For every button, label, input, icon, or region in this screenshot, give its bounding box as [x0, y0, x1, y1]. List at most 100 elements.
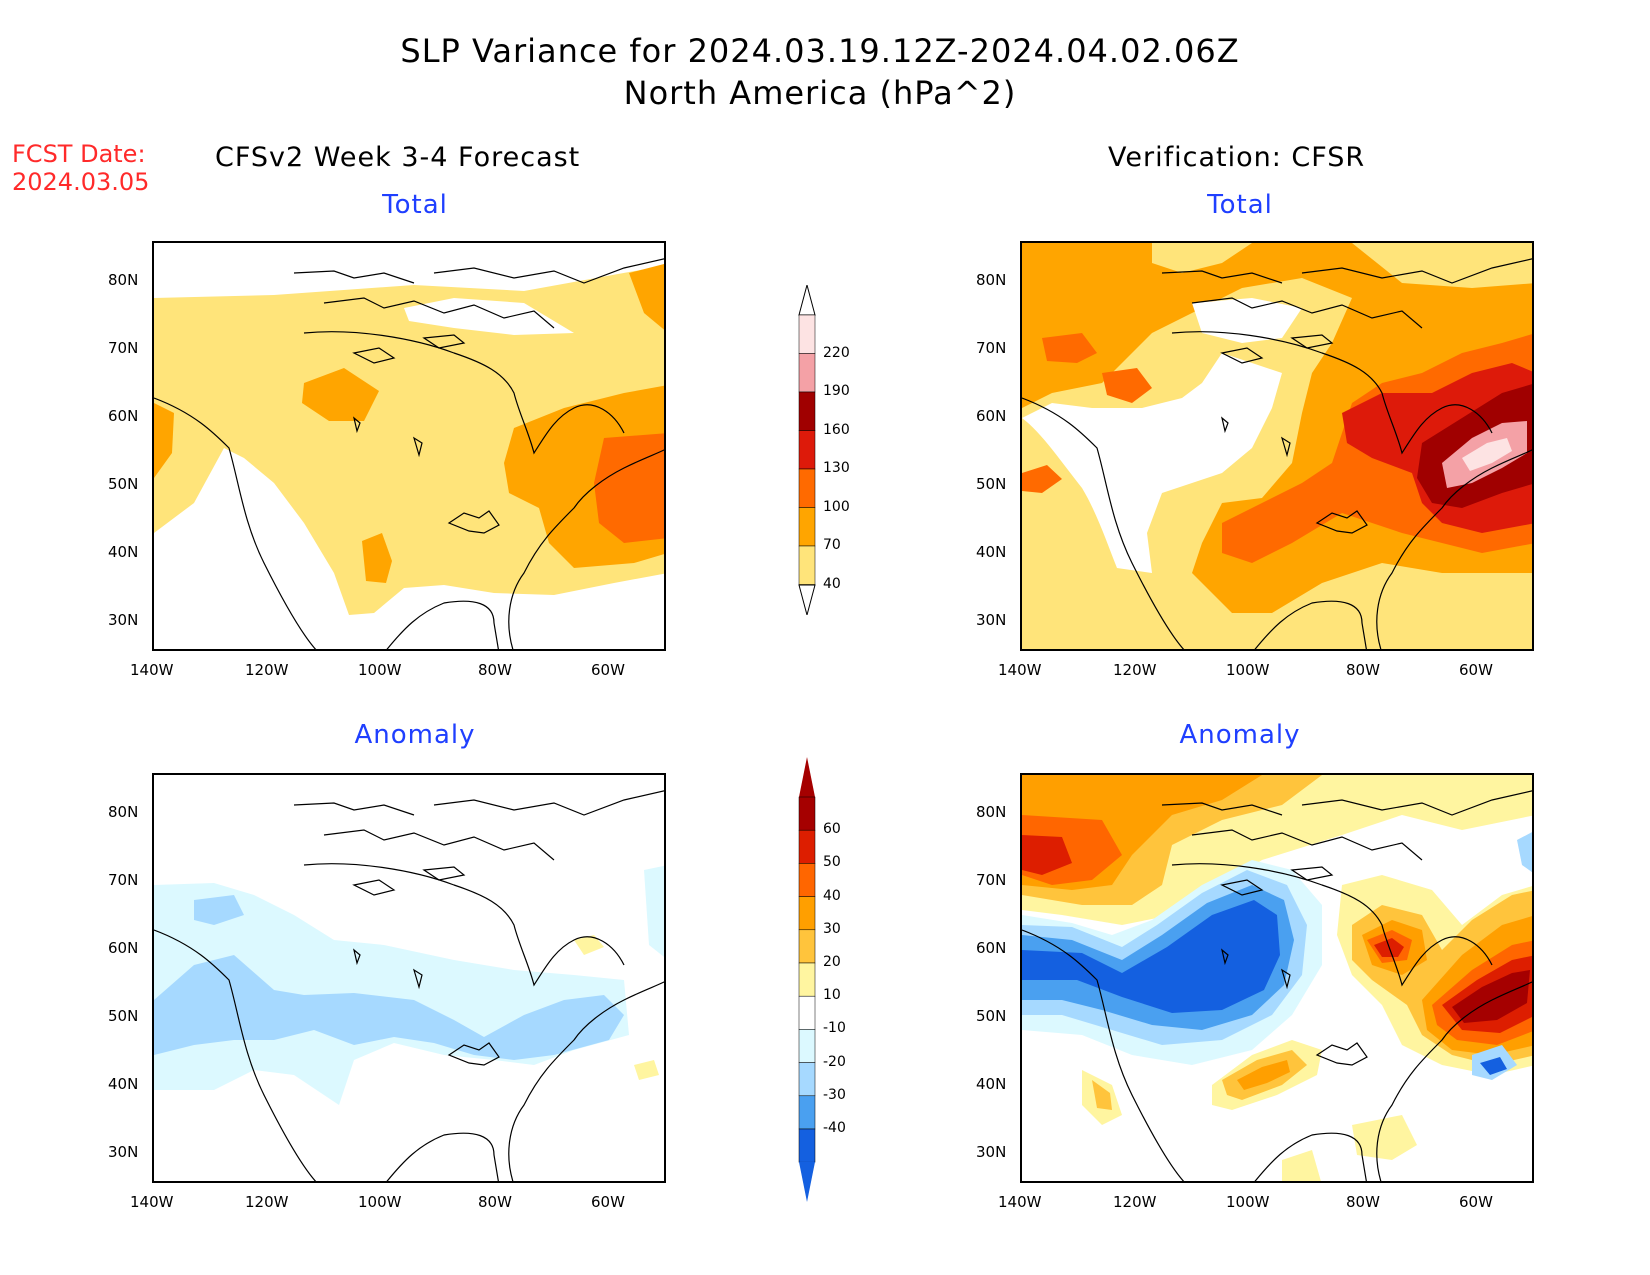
colorbar-swatch — [798, 314, 816, 354]
colorbar-bottom-triangle — [798, 584, 816, 615]
anomaly-20-30-region — [1092, 1080, 1112, 1110]
colorbar-swatch — [798, 995, 816, 1030]
lon-label-80w: 80W — [1346, 1193, 1380, 1211]
lat-label-60n: 60N — [108, 939, 139, 957]
colorbar-level-label: 40 — [823, 575, 841, 592]
forecast-column-title: CFSv2 Week 3-4 Forecast — [215, 142, 581, 173]
anomaly-below-minus40-region — [1022, 900, 1280, 1013]
coastlines — [1022, 258, 1532, 649]
variance-100-130-region — [1102, 368, 1152, 403]
lat-label-60n: 60N — [976, 407, 1007, 425]
lon-label-60w: 60W — [1459, 661, 1493, 679]
lon-label-120w: 120W — [1113, 661, 1157, 679]
colorbar-level-label: 10 — [823, 987, 841, 1004]
anomaly-minus10-minus20-region — [644, 865, 664, 957]
anomaly-minus20-minus30-region — [154, 955, 624, 1060]
lon-label-100w: 100W — [358, 661, 402, 679]
colorbar-level-label: -20 — [823, 1053, 846, 1070]
variance-70-100-region — [154, 403, 174, 478]
colorbar-swatch — [798, 430, 816, 470]
lon-label-120w: 120W — [245, 661, 289, 679]
forecast-total-map — [152, 241, 666, 651]
variance-70-100-region — [302, 368, 379, 421]
colorbar-level-label: -30 — [823, 1086, 846, 1103]
anomaly-minus20-minus30-region — [1517, 832, 1532, 873]
lon-label-140w: 140W — [998, 1193, 1042, 1211]
colorbar-swatch — [798, 863, 816, 897]
lon-label-140w: 140W — [130, 661, 174, 679]
colorbar-swatch — [798, 796, 816, 831]
anomaly-below-minus40-region — [1480, 1057, 1507, 1075]
lat-label-40n: 40N — [976, 543, 1007, 561]
variance-100-130-region — [1042, 333, 1097, 363]
colorbar-swatch — [798, 507, 816, 547]
lon-label-100w: 100W — [1226, 661, 1270, 679]
colorbar-level-label: 160 — [823, 421, 850, 438]
colorbar-swatch — [798, 929, 816, 964]
lat-label-30n: 30N — [108, 1143, 139, 1161]
lat-label-70n: 70N — [976, 339, 1007, 357]
lat-label-30n: 30N — [108, 611, 139, 629]
coastlines — [154, 790, 664, 1181]
lat-label-80n: 80N — [108, 271, 139, 289]
lon-label-120w: 120W — [1113, 1193, 1157, 1211]
colorbar-swatch — [798, 962, 816, 997]
variance-100-130-region — [1022, 465, 1062, 493]
lon-label-80w: 80W — [478, 661, 512, 679]
bottom-left-panel-title: Anomaly — [354, 720, 476, 750]
forecast-anomaly-map — [152, 773, 666, 1183]
colorbar-swatch — [798, 545, 816, 585]
colorbar-level-label: 20 — [823, 954, 841, 970]
top-right-panel-title: Total — [1207, 190, 1273, 220]
lon-label-60w: 60W — [591, 661, 625, 679]
lat-label-70n: 70N — [108, 339, 139, 357]
top-left-panel-title: Total — [382, 190, 448, 220]
colorbar-level-label: 60 — [823, 821, 841, 838]
colorbar-level-label: 70 — [823, 537, 841, 553]
variance-220-plus-region — [1462, 438, 1512, 471]
verification-anomaly-map — [1020, 773, 1534, 1183]
variance-40-70-region — [154, 265, 664, 615]
bottom-right-panel-title: Anomaly — [1179, 720, 1301, 750]
lon-label-100w: 100W — [1226, 1193, 1270, 1211]
low-variance-region — [1022, 353, 1282, 573]
variance-70-100-region — [629, 264, 664, 330]
anomaly-10-20-region — [1282, 1150, 1321, 1181]
variance-100-130-region — [594, 433, 664, 543]
lat-label-80n: 80N — [976, 271, 1007, 289]
colorbar-top-triangle — [798, 285, 816, 316]
colorbar-swatch — [798, 896, 816, 931]
colorbar-level-label: 40 — [823, 887, 841, 904]
coastlines — [1022, 790, 1532, 1181]
total-colorbar — [798, 285, 816, 615]
coastlines — [154, 258, 664, 649]
lat-label-60n: 60N — [108, 407, 139, 425]
colorbar-level-label: -10 — [823, 1020, 846, 1037]
lat-label-50n: 50N — [108, 475, 139, 493]
colorbar-swatch — [798, 1128, 816, 1163]
lat-label-40n: 40N — [976, 1075, 1007, 1093]
colorbar-top-triangle — [799, 757, 815, 797]
colorbar-level-label: 220 — [823, 344, 850, 361]
anomaly-above-60-region — [1452, 970, 1530, 1023]
lat-label-40n: 40N — [108, 543, 139, 561]
anomaly-50-60-region — [1022, 835, 1072, 875]
lat-label-30n: 30N — [976, 611, 1007, 629]
lat-label-50n: 50N — [976, 475, 1007, 493]
lon-label-120w: 120W — [245, 1193, 289, 1211]
lat-label-30n: 30N — [976, 1143, 1007, 1161]
colorbar-swatch — [798, 1029, 816, 1063]
chart-subtitle: North America (hPa^2) — [623, 74, 1017, 112]
colorbar-swatch — [798, 1062, 816, 1097]
anomaly-30-40-region — [1237, 1060, 1290, 1090]
colorbar-level-label: -40 — [823, 1120, 846, 1136]
colorbar-swatch — [798, 353, 816, 393]
colorbar-level-label: 130 — [823, 460, 850, 476]
verification-total-map — [1020, 241, 1534, 651]
anomaly-10-20-region — [634, 1060, 659, 1080]
lon-label-80w: 80W — [1346, 661, 1380, 679]
verification-column-title: Verification: CFSR — [1108, 142, 1366, 173]
lat-label-80n: 80N — [108, 803, 139, 821]
lon-label-140w: 140W — [130, 1193, 174, 1211]
colorbar-level-label: 30 — [823, 920, 841, 937]
